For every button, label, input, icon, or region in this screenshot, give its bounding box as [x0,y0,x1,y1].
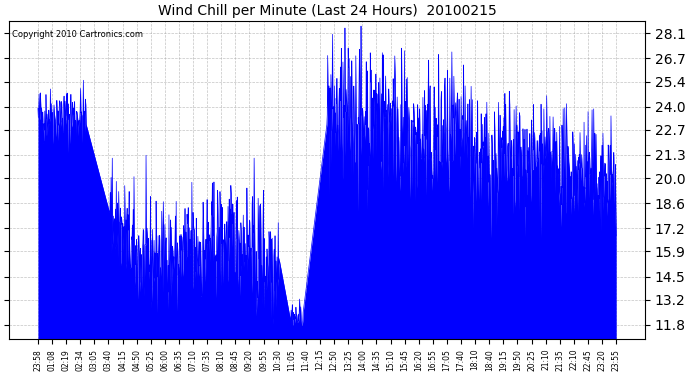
Title: Wind Chill per Minute (Last 24 Hours)  20100215: Wind Chill per Minute (Last 24 Hours) 20… [158,4,496,18]
Text: Copyright 2010 Cartronics.com: Copyright 2010 Cartronics.com [12,30,144,39]
